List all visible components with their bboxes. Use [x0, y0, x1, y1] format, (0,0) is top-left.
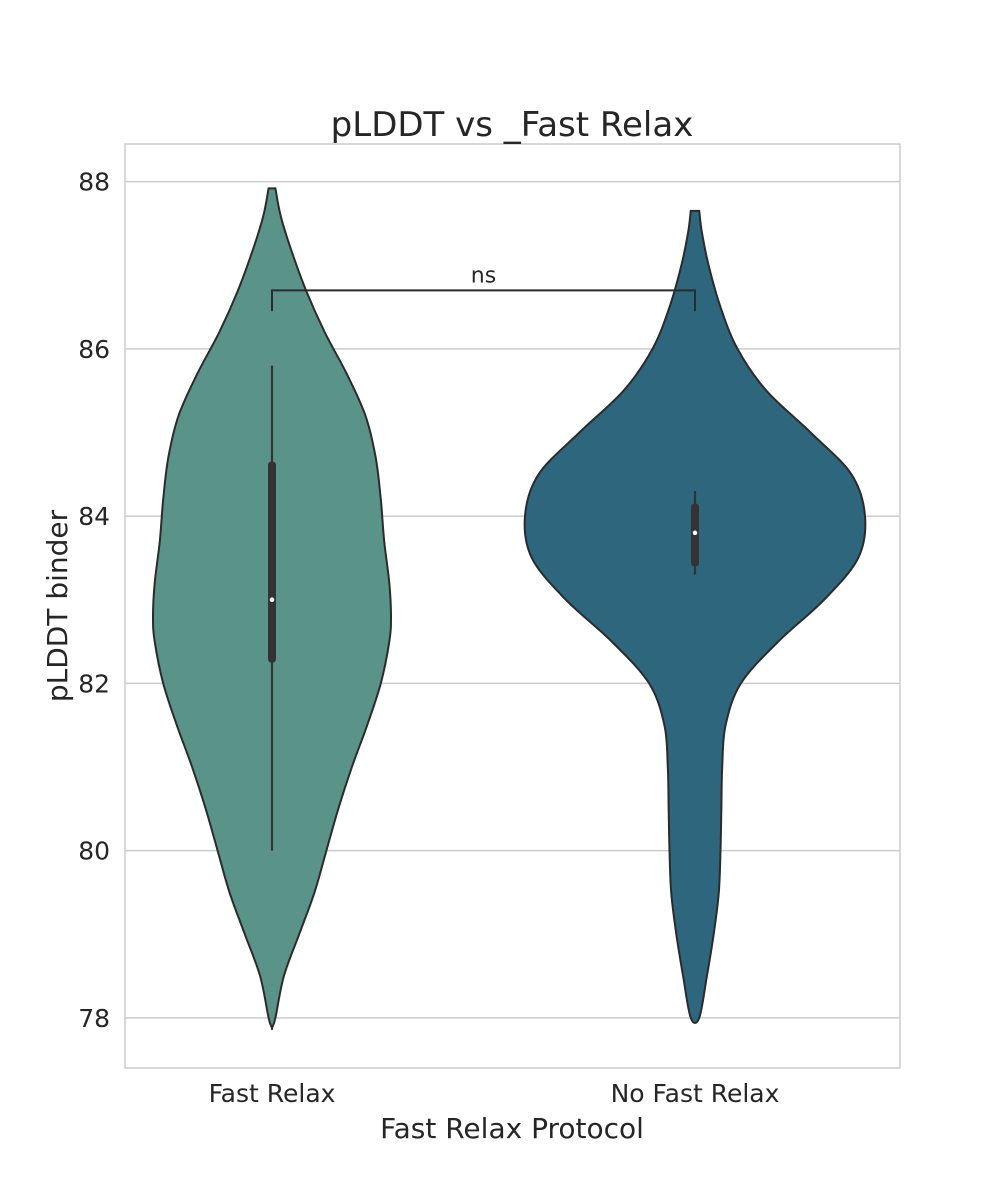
x-axis-label: Fast Relax Protocol [380, 1112, 644, 1145]
y-tick-label: 82 [78, 669, 110, 698]
y-tick-label: 88 [78, 168, 110, 197]
violin-median-marker [269, 597, 275, 603]
y-tick-label: 78 [78, 1004, 110, 1033]
y-tick-labels: 78 80 82 84 86 88 [78, 168, 110, 1033]
x-tick-labels: Fast Relax No Fast Relax [209, 1079, 780, 1108]
significance-label: ns [471, 263, 496, 288]
violin-iqr-box [268, 461, 276, 663]
chart-title: pLDDT vs _Fast Relax [331, 105, 694, 145]
x-tick-label: Fast Relax [209, 1079, 336, 1108]
inner-box-group [268, 365, 699, 851]
y-axis-label: pLDDT binder [41, 509, 74, 702]
violin-median-marker [692, 530, 698, 536]
plot-area: ns [124, 143, 901, 1069]
x-tick-label: No Fast Relax [611, 1079, 780, 1108]
significance-annotation-group: ns [271, 263, 696, 312]
y-tick-label: 86 [78, 335, 110, 364]
significance-bracket [271, 289, 696, 312]
y-tick-label: 84 [78, 502, 110, 531]
violin-body-no-fast-relax [523, 209, 867, 1025]
y-tick-label: 80 [78, 837, 110, 866]
